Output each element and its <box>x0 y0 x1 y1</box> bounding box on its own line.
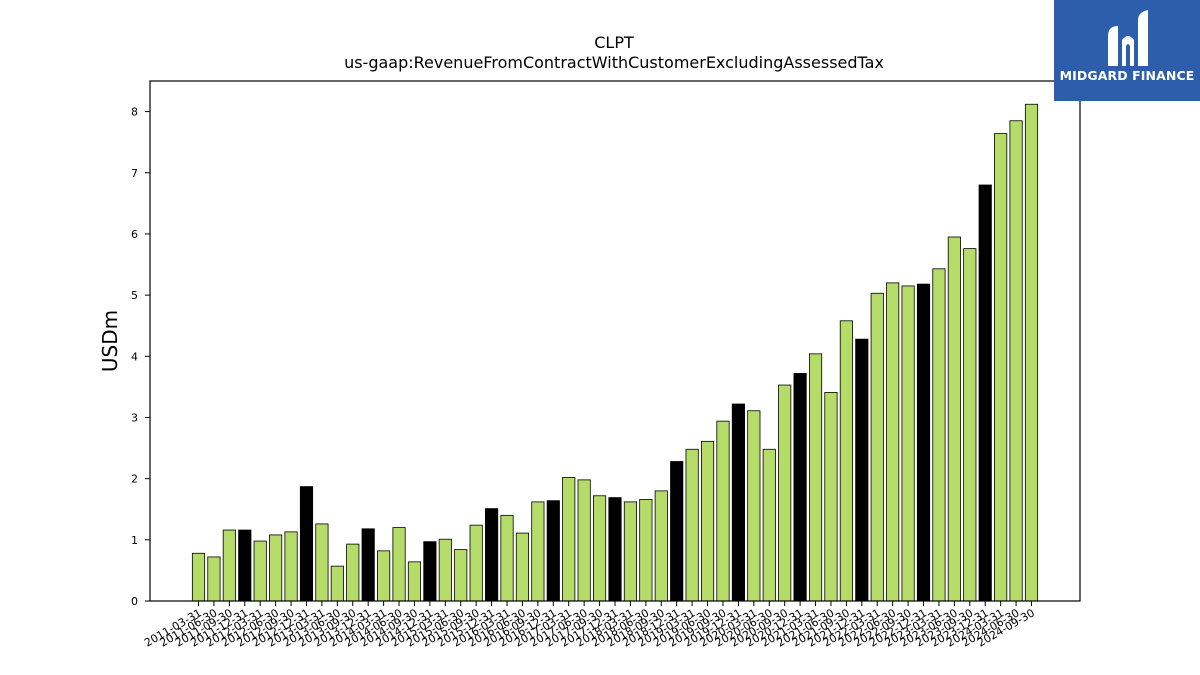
bar-2016-09-30 <box>531 501 545 602</box>
bar-2020-03-31 <box>747 410 761 602</box>
bar-2012-12-31 <box>299 486 314 602</box>
bar-2018-12-31 <box>670 461 684 602</box>
bar-2013-03-31 <box>315 523 329 602</box>
bar-2024-09-30 <box>1024 103 1039 602</box>
bar-2017-03-31 <box>562 477 576 602</box>
bar-2019-09-30 <box>716 420 730 602</box>
bar-2011-03-31 <box>191 552 206 602</box>
bar-2021-06-30 <box>824 391 838 602</box>
bar-2019-03-31 <box>685 448 699 602</box>
bar-2018-09-30 <box>654 490 668 602</box>
x-axis-ticks: 2011-03-312011-06-302011-09-302011-12-31… <box>142 601 1037 650</box>
bar-2024-06-30 <box>1009 120 1023 602</box>
y-tick-label: 8 <box>131 106 138 119</box>
plot-frame <box>149 80 1081 602</box>
bar-2023-03-31 <box>932 268 946 602</box>
bar-2021-12-31 <box>855 338 869 602</box>
bar-2018-03-31 <box>623 501 638 602</box>
bar-2014-03-31 <box>377 550 391 602</box>
y-tick-label: 5 <box>131 289 138 302</box>
bar-2022-09-30 <box>901 285 915 602</box>
bar-2011-09-30 <box>222 529 236 602</box>
bar-2015-06-30 <box>454 549 468 602</box>
bar-2015-12-31 <box>485 508 499 602</box>
bar-2017-09-30 <box>593 495 607 602</box>
bar-2021-09-30 <box>839 320 853 602</box>
y-tick-label: 1 <box>131 534 138 547</box>
bar-2018-06-30 <box>639 499 653 602</box>
y-tick-label: 4 <box>131 350 138 363</box>
bar-2020-06-30 <box>762 448 776 602</box>
bar-2019-12-31 <box>731 403 745 602</box>
bars-group <box>191 103 1039 602</box>
chart-title: CLPT <box>594 33 634 52</box>
bar-2021-03-31 <box>808 353 823 602</box>
bar-2023-12-31 <box>978 184 992 602</box>
y-axis-ticks: 0 1 2 3 4 5 6 7 8 <box>131 106 150 608</box>
bar-2014-09-30 <box>407 561 422 602</box>
bar-2012-09-30 <box>284 531 298 602</box>
midgard-logo: MIDGARD FINANCE <box>1054 0 1200 101</box>
bar-2011-12-31 <box>238 529 252 602</box>
bar-2017-12-31 <box>608 497 622 602</box>
midgard-logo-icon <box>1108 10 1148 66</box>
bar-2012-03-31 <box>253 540 267 602</box>
bar-2022-12-31 <box>916 283 931 602</box>
bar-2016-06-30 <box>515 532 530 602</box>
bar-2013-12-31 <box>361 528 375 602</box>
bar-2022-06-30 <box>886 282 900 602</box>
bar-2017-06-30 <box>577 479 591 602</box>
bar-2019-06-30 <box>700 440 715 602</box>
bar-2015-03-31 <box>438 538 452 602</box>
bar-2015-09-30 <box>469 524 483 602</box>
bar-2024-03-31 <box>994 133 1008 602</box>
y-tick-label: 0 <box>131 595 138 608</box>
bar-2013-06-30 <box>330 565 344 602</box>
y-tick-label: 6 <box>131 228 138 241</box>
bar-2020-12-31 <box>793 373 807 602</box>
y-tick-label: 2 <box>131 473 138 486</box>
bar-2022-03-31 <box>870 292 884 602</box>
bar-2011-06-30 <box>207 556 221 602</box>
y-tick-label: 3 <box>131 411 138 424</box>
chart-subtitle: us-gaap:RevenueFromContractWithCustomerE… <box>344 53 884 72</box>
bar-2023-06-30 <box>947 236 961 602</box>
bar-2014-12-31 <box>423 541 437 602</box>
bar-2020-09-30 <box>778 384 792 602</box>
bar-2012-06-30 <box>269 534 283 602</box>
bar-2023-09-30 <box>963 248 977 602</box>
bar-2013-09-30 <box>346 543 360 602</box>
bar-2014-06-30 <box>392 527 406 602</box>
y-tick-label: 7 <box>131 167 138 180</box>
logo-text: MIDGARD FINANCE <box>1059 68 1195 83</box>
y-axis-label: USDm <box>98 310 122 372</box>
bar-2016-12-31 <box>546 500 560 602</box>
bar-2016-03-31 <box>500 514 514 602</box>
